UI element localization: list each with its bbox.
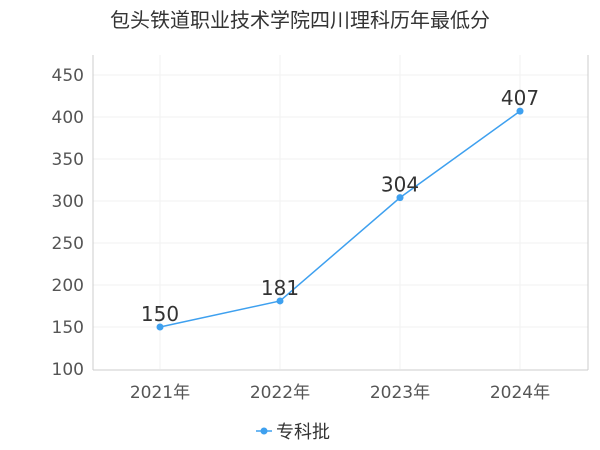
series-line-专科批 bbox=[159, 110, 521, 328]
x-tick-label: 2022年 bbox=[250, 383, 310, 403]
data-label: 150 bbox=[141, 302, 179, 326]
x-tick-label: 2021年 bbox=[130, 383, 190, 403]
data-label: 181 bbox=[261, 276, 299, 300]
x-tick-label: 2024年 bbox=[490, 383, 550, 403]
legend-label: 专科批 bbox=[276, 422, 330, 443]
y-tick-label: 450 bbox=[52, 66, 84, 86]
chart-title: 包头铁道职业技术学院四川理科历年最低分 bbox=[110, 8, 490, 32]
y-tick-label: 150 bbox=[52, 318, 84, 338]
y-tick-label: 400 bbox=[52, 108, 84, 128]
data-label: 407 bbox=[501, 86, 539, 110]
y-tick-label: 200 bbox=[52, 276, 84, 296]
x-tick-label: 2023年 bbox=[370, 383, 430, 403]
data-point bbox=[276, 297, 284, 305]
y-tick-label: 100 bbox=[52, 360, 84, 380]
y-tick-label: 250 bbox=[52, 234, 84, 254]
y-tick-label: 350 bbox=[52, 150, 84, 170]
y-tick-label: 300 bbox=[52, 192, 84, 212]
legend-marker bbox=[260, 427, 268, 435]
data-label: 304 bbox=[381, 173, 419, 197]
data-point bbox=[156, 323, 164, 331]
data-point bbox=[516, 107, 524, 115]
data-point bbox=[396, 194, 404, 202]
